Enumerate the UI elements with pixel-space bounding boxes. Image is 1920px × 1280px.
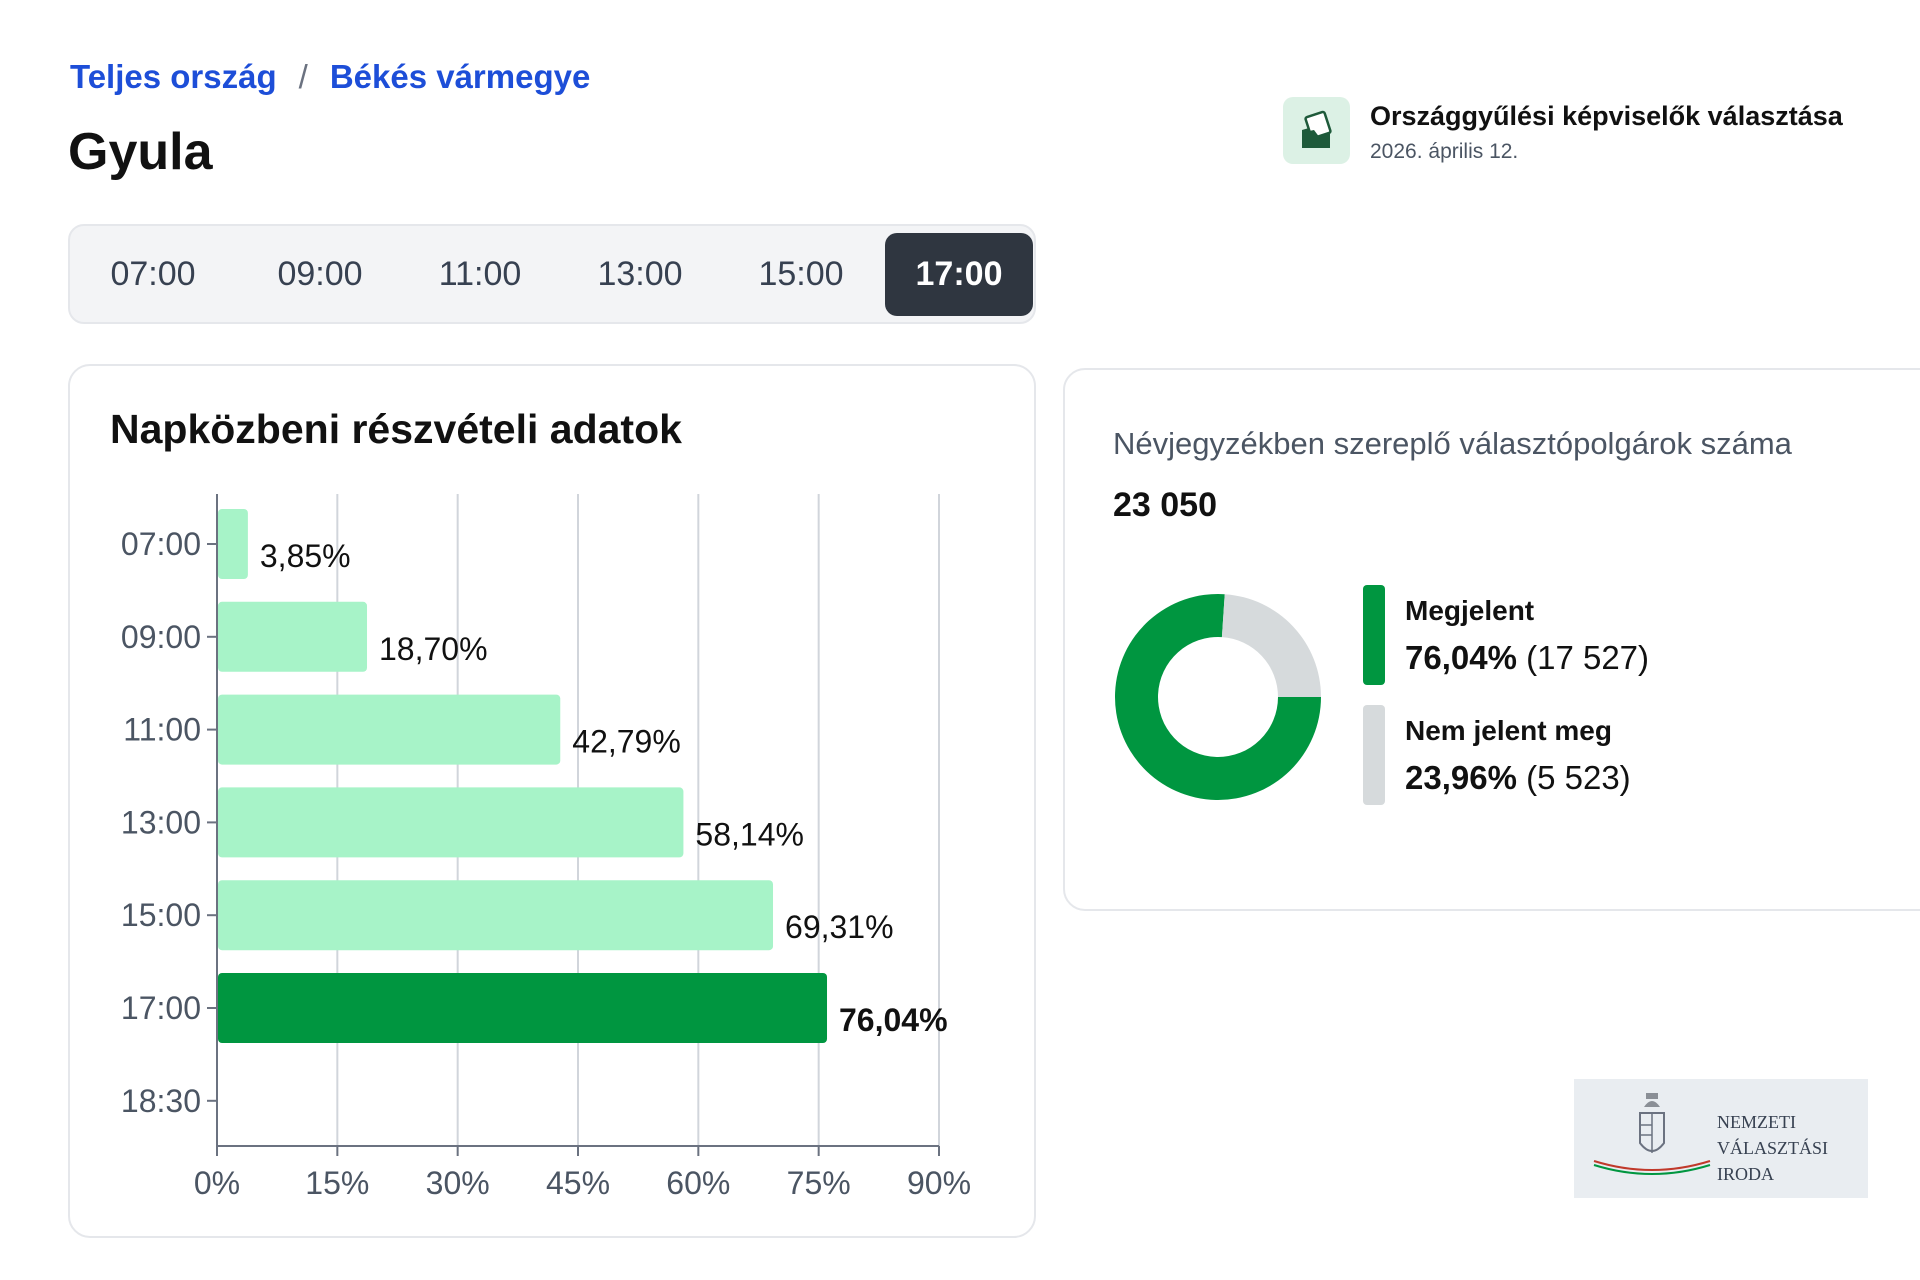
bar-1700 — [218, 973, 828, 1043]
x-tick-label: 30% — [426, 1165, 490, 1201]
election-header: Országgyűlési képviselők választása 2026… — [1283, 97, 1843, 164]
bar-0900 — [218, 601, 368, 672]
time-tabs: 07:00 09:00 11:00 13:00 15:00 17:00 — [68, 224, 1036, 324]
x-tick-label: 15% — [305, 1165, 369, 1201]
registered-voters-total: 23 050 — [1113, 486, 1217, 524]
legend-value-voted: 76,04% (17 527) — [1405, 639, 1650, 676]
chart-title: Napközbeni részvételi adatok — [110, 406, 682, 452]
breadcrumb-link-county[interactable]: Békés vármegye — [329, 58, 591, 95]
legend-value-not-voted: 23,96% (5 523) — [1405, 759, 1631, 796]
breadcrumb-separator: / — [298, 58, 308, 95]
legend-color-not-voted — [1363, 705, 1385, 805]
turnout-chart-card: Napközbeni részvételi adatok 0% 15% 30% 45%… — [68, 364, 1036, 1238]
tab-1700[interactable]: 17:00 — [885, 233, 1033, 316]
turnout-bar-chart: 0% 15% 30% 45% 60% 75% 90% 07:00 3,85% 09:00 18,70… — [121, 494, 971, 1201]
turnout-donut-chart — [1115, 594, 1321, 800]
x-tick-label: 0% — [194, 1165, 240, 1201]
election-date: 2026. április 12. — [1370, 140, 1519, 163]
donut-slice-voted — [1115, 594, 1321, 800]
coat-of-arms-icon — [1593, 1093, 1711, 1175]
tab-0700[interactable]: 07:00 — [110, 255, 196, 293]
x-tick-label: 90% — [907, 1165, 971, 1201]
y-tick-label: 13:00 — [121, 804, 201, 840]
legend-label-not-voted: Nem jelent meg — [1405, 715, 1612, 746]
registered-voters-label: Névjegyzékben szereplő választópolgárok … — [1113, 426, 1792, 461]
x-tick-label: 60% — [666, 1165, 730, 1201]
y-tick-label: 09:00 — [121, 619, 201, 655]
donut-slice-not-voted — [1221, 594, 1321, 697]
y-tick-label: 18:30 — [121, 1083, 201, 1119]
bar-1100 — [218, 694, 561, 765]
y-tick-label: 15:00 — [121, 897, 201, 933]
x-tick-label: 75% — [787, 1165, 851, 1201]
ballot-icon — [1283, 97, 1350, 164]
tab-1500[interactable]: 15:00 — [758, 255, 844, 293]
y-tick-label: 07:00 — [121, 526, 201, 562]
voters-card: Névjegyzékben szereplő választópolgárok … — [1063, 368, 1920, 911]
tab-1300[interactable]: 13:00 — [597, 255, 683, 293]
bar-1500 — [218, 880, 774, 951]
bar-value-label: 76,04% — [839, 1002, 948, 1038]
nvi-logo: NEMZETI VÁLASZTÁSI IRODA — [1574, 1079, 1868, 1198]
y-tick-label: 11:00 — [123, 712, 201, 748]
election-title: Országgyűlési képviselők választása — [1370, 101, 1843, 131]
bar-1300 — [218, 787, 684, 858]
page-title: Gyula — [68, 123, 213, 181]
bar-value-label: 42,79% — [572, 724, 681, 760]
legend-color-voted — [1363, 585, 1385, 685]
y-tick-label: 17:00 — [121, 990, 201, 1026]
legend-label-voted: Megjelent — [1405, 595, 1535, 626]
bar-value-label: 18,70% — [379, 631, 488, 667]
bar-value-label: 58,14% — [695, 816, 804, 852]
breadcrumb: Teljes ország / Békés vármegye — [70, 58, 590, 96]
bar-0700 — [218, 509, 248, 579]
logo-text: NEMZETI VÁLASZTÁSI IRODA — [1717, 1112, 1828, 1184]
bar-value-label: 3,85% — [260, 538, 351, 574]
bar-value-label: 69,31% — [785, 909, 894, 945]
breadcrumb-link-country[interactable]: Teljes ország — [70, 58, 277, 95]
tab-1100[interactable]: 11:00 — [438, 255, 522, 293]
x-tick-label: 45% — [546, 1165, 610, 1201]
tab-0900[interactable]: 09:00 — [277, 255, 363, 293]
